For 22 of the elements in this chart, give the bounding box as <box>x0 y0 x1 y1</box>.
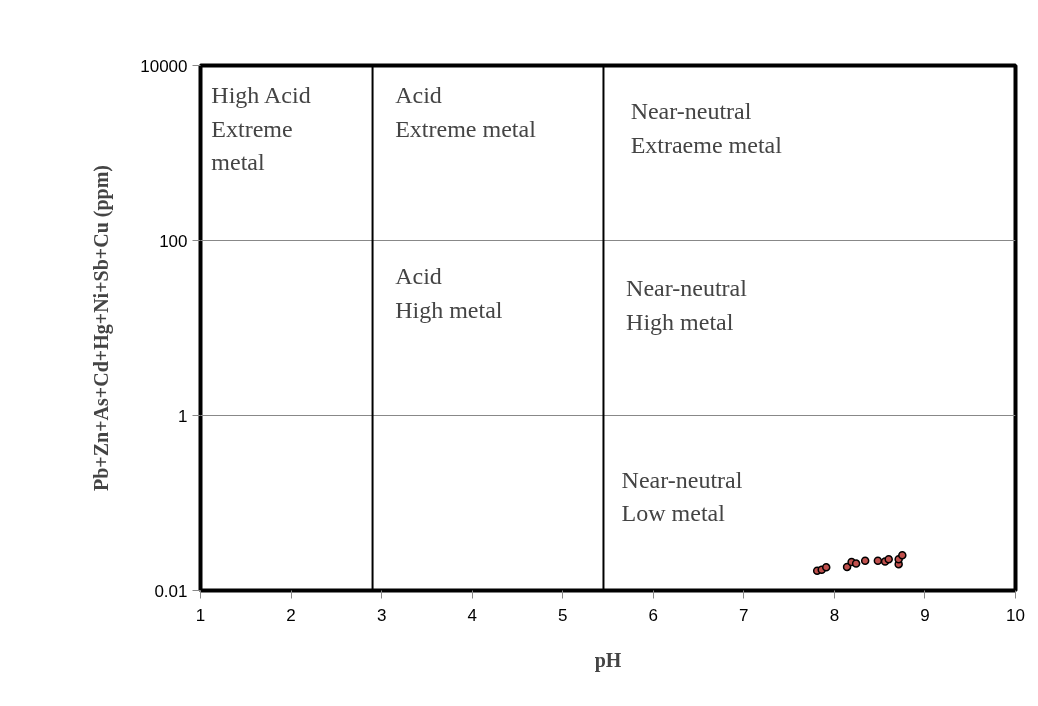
y-tick-label: 1 <box>178 406 188 426</box>
x-axis-title: pH <box>594 648 622 672</box>
x-tick-label: 8 <box>829 605 840 625</box>
y-tick-label: 100 <box>159 231 188 251</box>
annotation: Acid Extreme metal <box>395 81 537 142</box>
y-tick-label: 0.01 <box>154 581 188 601</box>
annotation: High Acid Extreme metal <box>211 81 311 176</box>
y-axis-title: Pb+Zn+As+Cd+Hg+Ni+Sb+Cu (ppm) <box>90 165 114 491</box>
x-tick-label: 2 <box>286 605 296 625</box>
x-tick-label: 5 <box>557 605 568 625</box>
annotation: Near-neutral Extraeme metal <box>630 98 783 159</box>
x-tick-label: 10 <box>1006 605 1025 625</box>
annotation: Near-neutral Low metal <box>621 466 743 527</box>
x-tick-label: 7 <box>739 605 749 625</box>
annotation: Acid High metal <box>395 263 503 324</box>
x-tick-label: 9 <box>920 605 930 625</box>
x-tick-label: 3 <box>376 605 387 625</box>
x-tick-label: 4 <box>467 605 477 625</box>
y-tick-label: 10000 <box>140 56 188 76</box>
x-tick-label: 6 <box>648 605 659 625</box>
x-tick-label: 1 <box>195 605 206 625</box>
annotation: Near-neutral High metal <box>626 275 748 336</box>
